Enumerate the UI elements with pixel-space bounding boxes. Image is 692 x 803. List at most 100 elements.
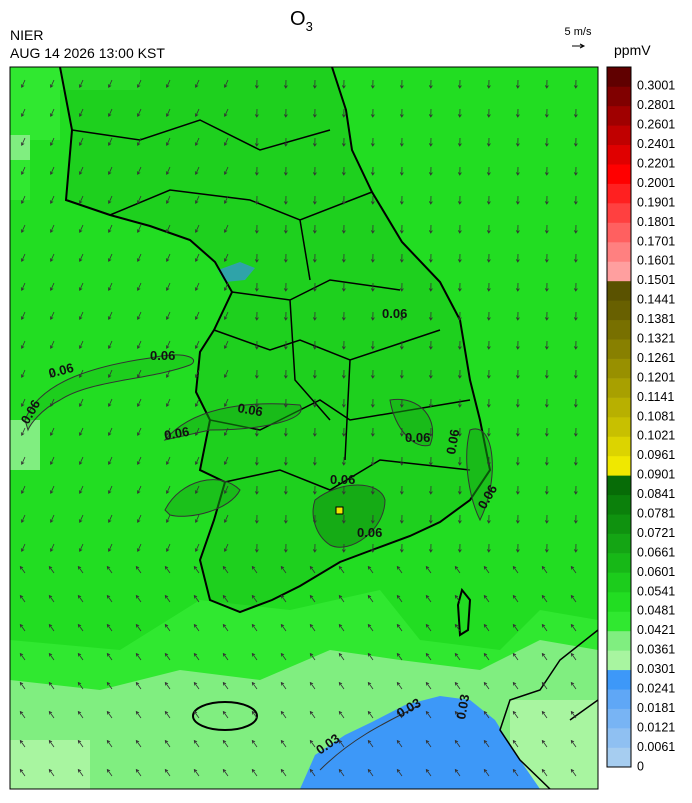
wind-arrow: [573, 195, 578, 205]
wind-arrow: [78, 427, 84, 436]
wind-arrow: [312, 543, 317, 553]
wind-arrow: [396, 565, 403, 574]
wind-arrow: [251, 594, 258, 603]
wind-arrow: [107, 224, 113, 233]
colorbar-label: 0.0121: [637, 720, 675, 734]
colorbar-cell: [607, 592, 631, 612]
wind-arrow: [280, 594, 287, 603]
wind-arrow: [457, 456, 462, 466]
wind-arrow: [396, 710, 403, 719]
wind-arrow: [573, 282, 578, 292]
wind-arrow: [541, 768, 548, 777]
wind-arrow: [541, 652, 548, 661]
contour-label: 0.06: [163, 424, 191, 443]
wind-arrow: [77, 739, 84, 748]
wind-arrow: [367, 652, 374, 661]
colorbar-cell: [607, 747, 631, 768]
wind-arrow: [77, 768, 84, 777]
contour: [163, 403, 302, 441]
wind-arrow: [164, 594, 171, 603]
wind-arrow: [136, 369, 142, 378]
colorbar-label: 0.0481: [637, 604, 675, 618]
wind-arrow: [19, 623, 26, 632]
wind-arrow: [19, 739, 26, 748]
wind-arrow: [254, 485, 259, 495]
wind-arrow: [48, 565, 55, 574]
wind-arrow: [483, 565, 490, 574]
wind-arrow: [49, 166, 55, 175]
wind-arrow: [136, 340, 142, 349]
wind-arrow: [48, 652, 55, 661]
wind-arrow: [254, 514, 259, 524]
wind-arrow: [454, 681, 461, 690]
timestamp: AUG 14 2026 13:00 KST: [10, 45, 165, 61]
wind-arrow: [570, 652, 577, 661]
wind-arrow: [136, 79, 142, 88]
wind-arrow: [165, 79, 171, 88]
wind-arrow: [20, 340, 26, 349]
contour: [312, 484, 386, 548]
wind-arrow: [486, 282, 491, 292]
wind-arrow: [107, 311, 113, 320]
wind-arrow: [283, 108, 288, 118]
wind-arrow: [254, 456, 259, 466]
wind-arrow: [515, 79, 520, 89]
colorbar-cell: [607, 222, 631, 243]
wind-arrow: [515, 340, 520, 350]
wind-arrow: [544, 311, 549, 321]
contour-label: 0.06: [357, 525, 382, 540]
wind-arrow: [541, 594, 548, 603]
wind-arrow: [164, 768, 171, 777]
wind-arrow: [428, 253, 433, 263]
wind-arrow: [428, 195, 433, 205]
wind-arrow: [338, 565, 345, 574]
wind-arrow: [78, 543, 84, 552]
wind-arrow: [283, 485, 288, 495]
wind-arrow: [428, 456, 433, 466]
wind-arrow: [341, 369, 346, 379]
wind-arrow: [425, 739, 432, 748]
wind-arrow: [486, 340, 491, 350]
contour: [164, 479, 241, 517]
wind-arrow: [573, 311, 578, 321]
contour-label: 0.06: [236, 400, 264, 419]
colorbar-label: 0.0241: [637, 682, 675, 696]
wind-arrow: [223, 340, 229, 349]
wind-arrow: [223, 514, 229, 523]
wind-arrow: [107, 282, 113, 291]
wind-arrow: [341, 195, 346, 205]
wind-arrow: [136, 514, 142, 523]
wind-arrow: [370, 311, 375, 321]
colorbar-cell: [607, 475, 631, 496]
wind-arrow: [106, 594, 113, 603]
colorbar-label: 0.2201: [637, 157, 675, 171]
wind-arrow: [312, 224, 317, 234]
wind-arrow: [457, 543, 462, 553]
wind-arrow: [457, 282, 462, 292]
wind-arrow: [570, 681, 577, 690]
wind-arrow: [20, 369, 26, 378]
wind-arrow: [193, 739, 200, 748]
wind-arrow: [341, 253, 346, 263]
wind-arrow: [457, 108, 462, 118]
wind-arrow: [312, 195, 317, 205]
wind-arrow: [573, 427, 578, 437]
wind-arrow: [425, 623, 432, 632]
colorbar-label: 0.1081: [637, 409, 675, 423]
wind-arrow: [165, 137, 171, 146]
wind-arrow: [515, 195, 520, 205]
colorbar-frame: [606, 66, 632, 768]
wind-arrow: [78, 311, 84, 320]
wind-arrow: [457, 514, 462, 524]
colorbar-cell: [607, 630, 631, 651]
wind-arrow: [193, 623, 200, 632]
wind-arrow: [312, 340, 317, 350]
wind-arrow: [254, 369, 259, 379]
colorbar-label: 0.1141: [637, 390, 674, 404]
wind-arrow: [194, 195, 200, 204]
wind-arrow: [399, 253, 404, 263]
colorbar-cell: [607, 242, 631, 262]
shade: [10, 700, 598, 789]
wind-arrow: [49, 398, 55, 407]
wind-arrow: [78, 485, 84, 494]
